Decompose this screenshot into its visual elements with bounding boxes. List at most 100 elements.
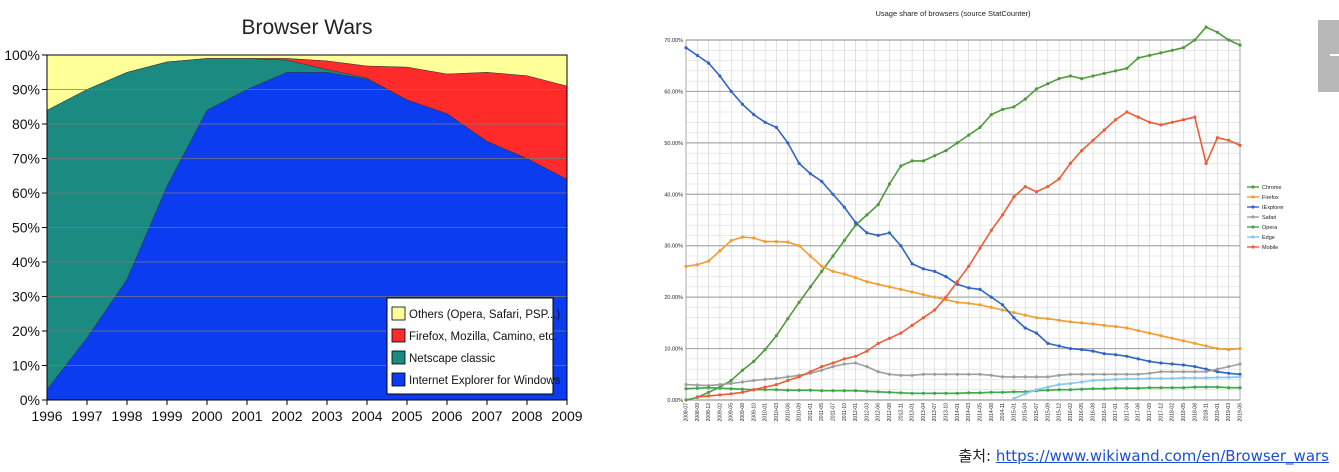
data-point bbox=[1091, 349, 1095, 353]
source-link[interactable]: https://www.wikiwand.com/en/Browser_wars bbox=[995, 447, 1329, 465]
data-point bbox=[1012, 316, 1016, 320]
data-point bbox=[1114, 118, 1118, 122]
data-point bbox=[808, 285, 812, 289]
data-point bbox=[989, 390, 993, 394]
data-point bbox=[752, 378, 756, 383]
data-point bbox=[1023, 392, 1027, 396]
data-point bbox=[774, 125, 778, 129]
series-line bbox=[685, 26, 1241, 401]
chart-title: Browser Wars bbox=[241, 16, 372, 39]
data-point bbox=[955, 391, 959, 395]
data-point bbox=[1034, 331, 1039, 335]
data-point bbox=[1125, 66, 1129, 70]
legend-marker bbox=[1251, 225, 1255, 229]
data-point bbox=[1227, 371, 1231, 375]
y-tick-label: 20.00% bbox=[664, 295, 683, 301]
data-point bbox=[718, 249, 722, 253]
x-tick-label: 2014-01 bbox=[955, 403, 961, 422]
data-point bbox=[1227, 348, 1231, 352]
data-point bbox=[1204, 367, 1208, 371]
data-point bbox=[808, 172, 812, 176]
data-point bbox=[1068, 381, 1072, 386]
data-point bbox=[989, 305, 993, 309]
data-point bbox=[1204, 370, 1208, 374]
data-point bbox=[695, 383, 699, 387]
x-tick-label: 2004 bbox=[351, 408, 382, 424]
data-point bbox=[774, 376, 778, 380]
data-point bbox=[865, 280, 869, 284]
data-point bbox=[978, 246, 982, 250]
data-point bbox=[1012, 375, 1016, 379]
data-point bbox=[887, 336, 892, 340]
data-point bbox=[774, 388, 778, 392]
data-point bbox=[978, 287, 982, 291]
x-tick-label: 2017-04 bbox=[1124, 403, 1130, 422]
data-point bbox=[955, 280, 959, 284]
data-point bbox=[989, 373, 993, 377]
data-point bbox=[1023, 313, 1027, 317]
data-point bbox=[1102, 387, 1106, 391]
data-point bbox=[910, 373, 914, 377]
data-point bbox=[1057, 77, 1061, 81]
series-line bbox=[685, 362, 1241, 387]
data-point bbox=[955, 372, 959, 376]
data-point bbox=[1068, 161, 1072, 165]
data-point bbox=[1080, 348, 1084, 352]
x-tick-label: 2008-09 bbox=[695, 403, 701, 422]
y-tick-label: 50% bbox=[12, 220, 40, 236]
data-point bbox=[933, 391, 937, 395]
data-point bbox=[1034, 87, 1039, 91]
data-point bbox=[1148, 376, 1152, 380]
y-tick-label: 90% bbox=[12, 82, 40, 98]
y-tick-label: 40.00% bbox=[664, 192, 683, 198]
data-point bbox=[989, 228, 993, 232]
y-tick-label: 10.00% bbox=[664, 347, 683, 353]
data-point bbox=[1193, 115, 1197, 119]
data-point bbox=[1159, 123, 1163, 127]
data-point bbox=[763, 240, 767, 244]
x-tick-label: 2019-06 bbox=[1238, 403, 1244, 422]
data-point bbox=[820, 269, 824, 273]
data-point bbox=[1159, 51, 1163, 55]
data-point bbox=[1193, 38, 1197, 42]
data-point bbox=[1181, 118, 1186, 122]
data-point bbox=[820, 365, 824, 369]
data-point bbox=[854, 354, 858, 358]
legend-swatch bbox=[391, 350, 406, 365]
x-tick-label: 2015-09 bbox=[1045, 403, 1051, 422]
x-tick-label: 2010-06 bbox=[785, 403, 791, 422]
x-tick-label: 2008-07 bbox=[684, 403, 690, 422]
data-point bbox=[1080, 380, 1084, 384]
data-point bbox=[899, 287, 903, 291]
x-tick-label: 2013-01 bbox=[910, 403, 916, 422]
data-point bbox=[797, 300, 801, 304]
data-point bbox=[707, 386, 711, 390]
data-point bbox=[1046, 185, 1050, 189]
data-point bbox=[921, 372, 925, 376]
data-point bbox=[684, 264, 688, 268]
x-tick-label: 2006 bbox=[431, 408, 462, 424]
x-tick-label: 2015-07 bbox=[1034, 403, 1040, 422]
data-point bbox=[1080, 321, 1084, 325]
data-point bbox=[854, 276, 858, 280]
data-point bbox=[1080, 372, 1084, 376]
data-point bbox=[740, 368, 745, 372]
x-tick-label: 2017-06 bbox=[1136, 403, 1142, 422]
data-point bbox=[707, 259, 711, 263]
x-tick-label: 2018-08 bbox=[1192, 403, 1198, 422]
data-point bbox=[1046, 82, 1050, 86]
y-tick-label: 80% bbox=[12, 116, 40, 132]
data-point bbox=[1012, 105, 1016, 109]
side-scroll-tab[interactable] bbox=[1318, 20, 1339, 92]
data-point bbox=[1114, 377, 1118, 381]
x-tick-label: 2011-01 bbox=[808, 403, 814, 421]
data-point bbox=[1181, 386, 1186, 390]
y-tick-label: 100% bbox=[4, 47, 40, 63]
data-point bbox=[1023, 185, 1027, 189]
data-point bbox=[842, 272, 846, 276]
legend-box bbox=[386, 297, 554, 395]
data-point bbox=[1148, 359, 1152, 363]
y-tick-label: 0% bbox=[20, 392, 40, 408]
data-point bbox=[1148, 386, 1152, 390]
data-point bbox=[967, 301, 971, 305]
